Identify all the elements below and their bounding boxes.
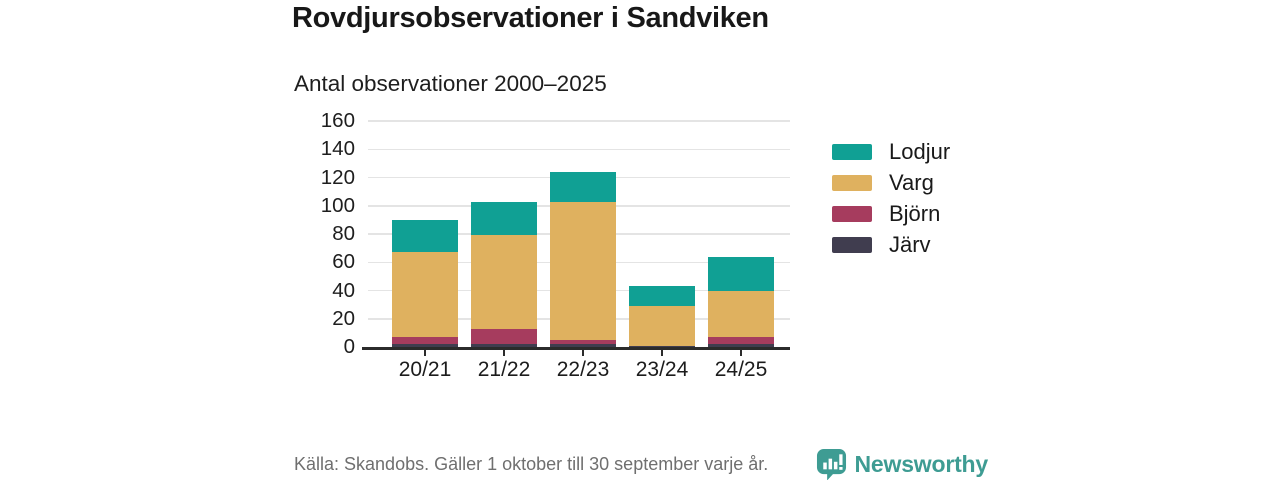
bar-segment-lodjur-24/25 [708,256,774,291]
bar-segment-varg-21/22 [471,235,537,329]
bar-group-24/25 [708,121,774,347]
legend-swatch-björn [832,206,872,222]
newsworthy-brand: Newsworthy [816,448,988,480]
bar-group-21/22 [471,121,537,347]
chart-subtitle: Antal observationer 2000–2025 [294,71,607,96]
y-tick-label-160: 160 [320,109,355,132]
bar-segment-lodjur-20/21 [392,219,458,253]
chart-title: Rovdjursobservationer i Sandviken [292,2,769,34]
x-axis: 20/21 21/22 22/23 23/24 24/25 [368,347,790,387]
legend-label-björn: Björn [889,201,941,226]
bar-segment-lodjur-22/23 [550,171,616,202]
chart-figure: Rovdjursobservationer i Sandviken Antal … [292,0,990,480]
x-tick-20/21 [424,349,426,356]
legend-label-varg: Varg [889,170,934,195]
bar-segment-björn-20/21 [392,337,458,345]
legend-item-lodjur: Lodjur [832,139,950,165]
x-axis-line [362,347,790,350]
gridline-140 [368,148,790,150]
x-tick-21/22 [503,349,505,356]
y-tick-label-40: 40 [332,278,355,302]
bar-group-22/23 [550,121,616,347]
legend-item-varg: Varg [832,170,950,196]
bar-segment-björn-21/22 [471,328,537,345]
legend-swatch-lodjur [832,144,872,160]
legend-label-lodjur: Lodjur [889,139,951,164]
bar-segment-järv-23/24 [629,345,695,347]
bar-segment-varg-22/23 [550,201,616,340]
bar-group-20/21 [392,121,458,347]
y-tick-label-140: 140 [320,137,355,161]
legend-item-järv: Järv [832,232,950,258]
x-tick-22/23 [582,349,584,356]
gridline-160 [368,120,790,122]
legend-item-björn: Björn [832,201,950,227]
source-note: Källa: Skandobs. Gäller 1 oktober till 3… [294,453,769,474]
bar-segment-järv-24/25 [708,344,774,347]
bar-segment-varg-20/21 [392,252,458,338]
plot-area [362,120,790,350]
y-axis: 0 20 40 60 80 100 120 140 160 [292,110,355,358]
x-tick-24/25 [740,349,742,356]
x-tick-label-20/21: 20/21 [398,358,452,381]
legend-swatch-varg [832,175,872,191]
y-tick-label-120: 120 [320,165,355,189]
x-tick-label-23/24: 23/24 [635,358,689,381]
y-tick-label-80: 80 [332,222,355,245]
legend-swatch-järv [832,237,872,253]
y-tick-label-0: 0 [343,335,355,358]
y-tick-label-100: 100 [320,193,355,217]
bar-segment-lodjur-23/24 [629,286,695,307]
bar-segment-varg-24/25 [708,290,774,338]
x-tick-label-24/25: 24/25 [714,358,768,381]
bar-segment-järv-22/23 [550,344,616,347]
bar-segment-björn-24/25 [708,337,774,345]
bar-segment-järv-21/22 [471,344,537,347]
brand-name: Newsworthy [854,450,989,477]
bar-segment-varg-23/24 [629,306,695,346]
y-tick-label-20: 20 [332,306,355,330]
bar-segment-lodjur-21/22 [471,201,537,236]
speech-bubble-bar-chart-icon [816,448,847,480]
y-tick-label-60: 60 [332,250,355,274]
bar-segment-björn-22/23 [550,339,616,345]
legend: Lodjur Varg Björn Järv [832,139,950,263]
bar-segment-järv-20/21 [392,344,458,347]
bar-group-23/24 [629,121,695,347]
x-tick-label-22/23: 22/23 [556,358,610,381]
legend-label-järv: Järv [889,232,931,257]
footer: Källa: Skandobs. Gäller 1 oktober till 3… [294,448,988,480]
x-tick-label-21/22: 21/22 [477,358,531,381]
x-tick-23/24 [661,349,663,356]
